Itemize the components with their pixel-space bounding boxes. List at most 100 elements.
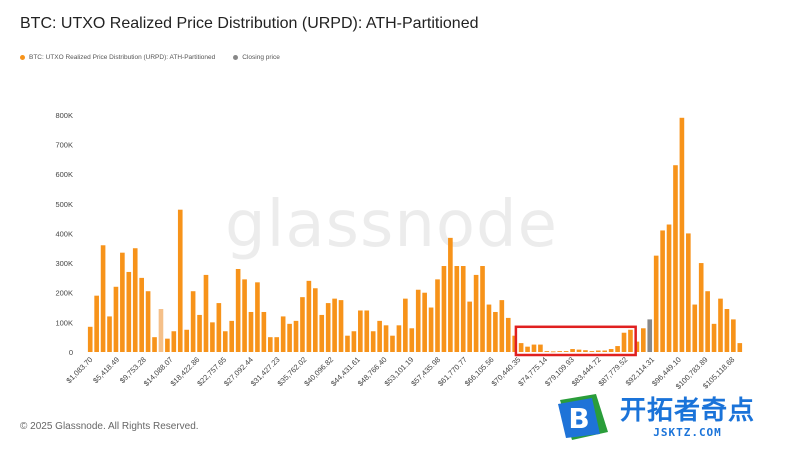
data-bar	[409, 328, 415, 352]
data-bar	[602, 350, 608, 352]
data-bar	[210, 322, 215, 352]
data-bar	[422, 292, 427, 352]
chart-title: BTC: UTXO Realized Price Distribution (U…	[20, 15, 479, 32]
highlight-box	[514, 325, 637, 357]
data-bar	[415, 289, 421, 352]
x-tick-label: $1,083.70	[64, 355, 94, 385]
data-bar	[448, 237, 453, 352]
data-bar	[595, 350, 601, 352]
data-bar	[197, 314, 202, 352]
watermark: glassnode	[225, 188, 559, 262]
y-tick-label: 0	[69, 348, 73, 357]
data-bar	[428, 307, 434, 352]
data-bar	[583, 350, 588, 352]
y-tick-label: 300K	[55, 259, 73, 268]
copyright-footer: © 2025 Glassnode. All Rights Reserved.	[20, 421, 199, 432]
data-bar	[280, 316, 286, 352]
data-bar	[396, 325, 402, 352]
data-bar	[332, 298, 337, 352]
data-bar	[493, 311, 498, 352]
data-bar	[203, 274, 209, 352]
data-bar	[499, 300, 505, 352]
legend-series-label: BTC: UTXO Realized Price Distribution (U…	[29, 54, 216, 61]
data-bar	[300, 297, 305, 352]
data-bar	[525, 346, 530, 352]
data-bar	[145, 291, 151, 352]
data-bar	[692, 304, 698, 352]
data-bar	[653, 255, 659, 352]
data-bar	[686, 233, 691, 352]
data-bar	[557, 351, 563, 352]
brand-logo-icon: B	[556, 392, 612, 442]
data-bar	[679, 117, 685, 352]
data-bar	[100, 245, 106, 352]
data-bar	[660, 230, 665, 352]
data-bar	[319, 314, 325, 352]
data-bar	[306, 280, 312, 352]
data-bar	[274, 337, 280, 352]
data-bar	[724, 309, 730, 352]
data-bar	[383, 325, 389, 352]
x-tick-label: $5,418.49	[91, 355, 121, 385]
data-bar	[705, 291, 710, 352]
data-bar	[152, 337, 157, 352]
data-bar	[718, 298, 723, 352]
data-bar	[711, 323, 717, 352]
data-bar	[377, 320, 382, 352]
data-bar	[345, 335, 350, 352]
data-bar	[126, 271, 132, 352]
data-bar	[538, 344, 543, 352]
data-bar	[229, 320, 235, 352]
y-tick-label: 400K	[55, 229, 73, 238]
data-bar	[267, 337, 273, 352]
legend-closing-label: Closing price	[242, 54, 280, 61]
data-bar	[364, 310, 370, 352]
data-bar	[673, 165, 678, 352]
data-bar	[731, 319, 736, 352]
data-bar	[222, 331, 228, 352]
data-bar	[358, 310, 363, 352]
legend-item-closing[interactable]: Closing price	[233, 54, 280, 61]
data-bar	[403, 298, 408, 352]
data-bar	[467, 301, 472, 352]
data-bar	[338, 300, 344, 352]
data-bar	[621, 332, 627, 352]
data-bar	[87, 326, 93, 352]
data-bar	[370, 331, 376, 352]
data-bar	[550, 351, 556, 353]
y-tick-label: 100K	[55, 318, 73, 327]
closing-price-bar	[647, 319, 653, 352]
data-bar	[351, 331, 357, 352]
data-bar	[165, 338, 170, 352]
data-bar	[235, 268, 241, 352]
data-bar	[473, 274, 479, 352]
data-bar	[113, 286, 119, 352]
data-bar	[589, 351, 595, 352]
data-bar	[255, 282, 260, 352]
y-tick-label: 800K	[55, 111, 73, 120]
data-bar	[518, 343, 524, 352]
data-bar	[563, 351, 569, 352]
data-bar	[576, 349, 582, 352]
data-bar	[171, 331, 177, 352]
data-bar	[158, 309, 164, 352]
data-bar	[248, 311, 254, 352]
data-bar	[435, 279, 440, 352]
data-bar	[390, 335, 395, 352]
data-bar	[615, 346, 620, 352]
data-bar	[570, 349, 575, 352]
data-bar	[293, 320, 299, 352]
data-bar	[190, 291, 196, 352]
series-dot-icon	[20, 55, 25, 60]
legend: BTC: UTXO Realized Price Distribution (U…	[20, 54, 280, 61]
brand-logo-block: B 开拓者奇点 JSKTZ.COM	[556, 392, 755, 442]
data-bar	[139, 277, 144, 352]
data-bar	[544, 351, 550, 352]
y-tick-label: 600K	[55, 170, 73, 179]
legend-item-series[interactable]: BTC: UTXO Realized Price Distribution (U…	[20, 54, 215, 61]
data-bar	[505, 317, 511, 352]
y-tick-label: 700K	[55, 140, 73, 149]
data-bar	[454, 266, 460, 352]
data-bar	[120, 252, 125, 352]
